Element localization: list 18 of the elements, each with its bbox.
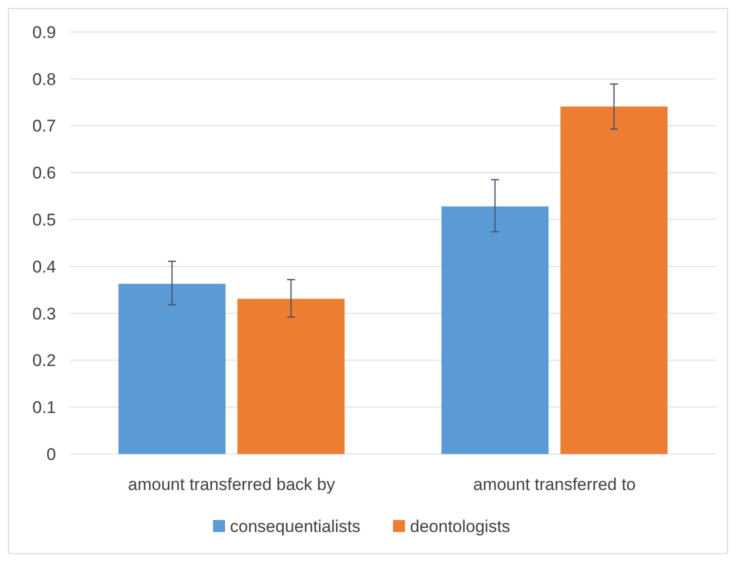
y-tick-label: 0.8: [32, 70, 56, 89]
bar: [441, 206, 549, 454]
y-tick-label: 0.3: [32, 304, 56, 324]
y-tick-label: 0.5: [32, 210, 56, 230]
y-tick-label: 0.6: [32, 164, 56, 183]
y-tick-label: 0.7: [32, 116, 56, 136]
y-tick-label: 0.1: [32, 398, 56, 418]
y-tick-label: 0: [46, 444, 56, 464]
bar: [118, 284, 226, 454]
bar: [560, 106, 668, 454]
x-tick-label: amount transferred back by: [128, 475, 336, 494]
legend-label: consequentialists: [230, 516, 360, 536]
y-tick-label: 0.2: [32, 351, 56, 370]
y-tick-label: 0.9: [32, 22, 56, 42]
y-tick-label: 0.4: [32, 257, 56, 276]
legend-label: deontologists: [410, 516, 510, 536]
bar: [237, 298, 345, 454]
x-tick-label: amount transferred to: [473, 475, 636, 494]
